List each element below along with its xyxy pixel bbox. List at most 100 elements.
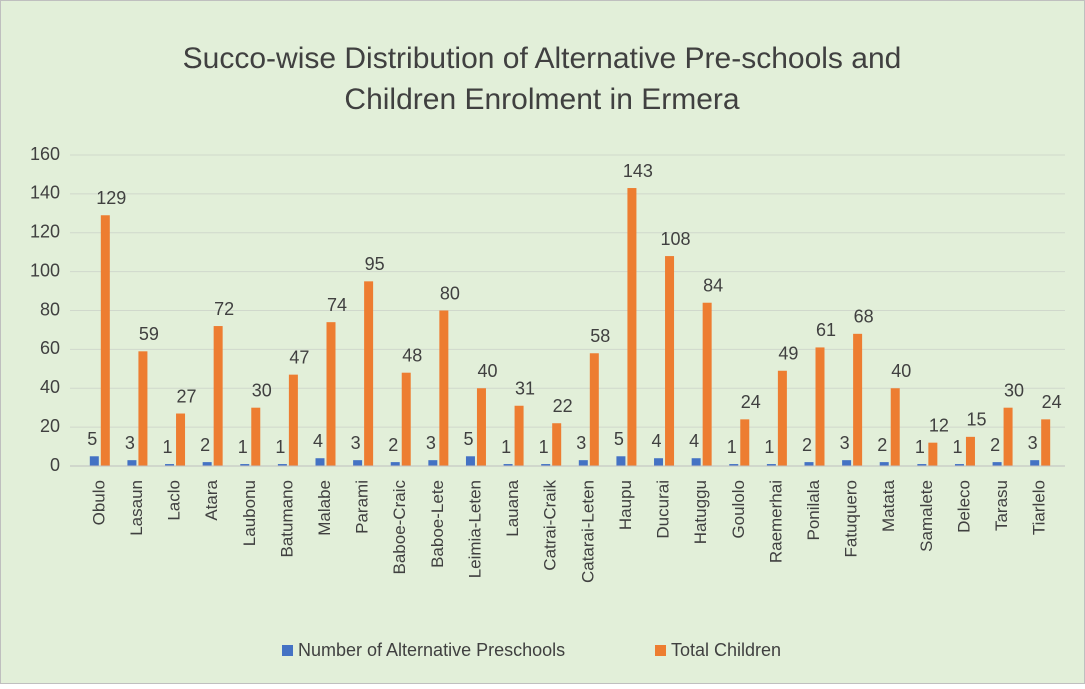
legend-label: Number of Alternative Preschools xyxy=(298,640,565,660)
bar xyxy=(552,423,562,466)
x-tick-label: Matata xyxy=(879,479,898,532)
bar xyxy=(401,372,411,466)
bar xyxy=(1003,407,1013,466)
x-tick-label: Haupu xyxy=(616,480,635,530)
data-label: 68 xyxy=(854,307,874,327)
data-label: 1 xyxy=(275,437,285,457)
data-label: 4 xyxy=(652,431,662,451)
data-label: 40 xyxy=(891,361,911,381)
y-tick-label: 20 xyxy=(40,416,60,436)
data-label: 1 xyxy=(764,437,774,457)
bar xyxy=(890,388,900,466)
x-tick-label: Atara xyxy=(202,479,221,520)
bar xyxy=(1030,460,1040,466)
data-label: 24 xyxy=(1042,392,1062,412)
x-tick-label: Catrai-Craik xyxy=(541,480,560,571)
x-tick-label: Lasaun xyxy=(127,480,146,536)
bar xyxy=(691,458,701,466)
data-label: 5 xyxy=(87,429,97,449)
data-label: 74 xyxy=(327,295,347,315)
data-label: 1 xyxy=(915,437,925,457)
x-tick-label: Goulolo xyxy=(729,480,748,539)
x-tick-label: Leimia-Leten xyxy=(465,480,484,578)
data-label: 49 xyxy=(778,344,798,364)
data-label: 95 xyxy=(365,254,385,274)
bar xyxy=(804,462,814,466)
bar xyxy=(928,442,938,466)
bar xyxy=(842,460,852,466)
data-label: 58 xyxy=(590,326,610,346)
bar xyxy=(202,462,212,466)
data-label: 2 xyxy=(990,435,1000,455)
data-label: 143 xyxy=(623,161,653,181)
data-label: 22 xyxy=(553,396,573,416)
data-label: 15 xyxy=(966,410,986,430)
data-label: 1 xyxy=(238,437,248,457)
data-label: 1 xyxy=(501,437,511,457)
data-label: 27 xyxy=(177,386,197,406)
bar xyxy=(853,333,863,466)
data-label: 12 xyxy=(929,415,949,435)
bar xyxy=(654,458,664,466)
x-tick-label: Raemerhai xyxy=(766,480,785,563)
x-tick-label: Laubonu xyxy=(240,480,259,546)
x-tick-label: Tarasu xyxy=(992,480,1011,531)
bar xyxy=(616,456,626,466)
data-label: 129 xyxy=(96,188,126,208)
bar xyxy=(364,281,374,466)
bar xyxy=(917,464,927,466)
x-tick-label: Malabe xyxy=(315,480,334,536)
bar xyxy=(589,353,599,466)
data-label: 3 xyxy=(351,433,361,453)
data-label: 5 xyxy=(463,429,473,449)
y-tick-label: 60 xyxy=(40,338,60,358)
bar xyxy=(353,460,363,466)
bar xyxy=(702,302,712,466)
bar xyxy=(428,460,438,466)
data-label: 30 xyxy=(252,380,272,400)
data-label: 2 xyxy=(388,435,398,455)
bar xyxy=(740,419,750,466)
data-label: 48 xyxy=(402,345,422,365)
bar xyxy=(954,464,964,466)
data-label: 4 xyxy=(689,431,699,451)
bar xyxy=(627,188,637,466)
bar xyxy=(729,464,739,466)
x-tick-label: Catarai-Leten xyxy=(578,480,597,583)
y-tick-label: 120 xyxy=(30,222,60,242)
data-label: 40 xyxy=(477,361,497,381)
bar xyxy=(439,310,449,466)
y-tick-label: 140 xyxy=(30,183,60,203)
x-tick-label: Hatuggu xyxy=(691,480,710,544)
bar xyxy=(665,256,675,466)
x-tick-label: Ducurai xyxy=(654,480,673,539)
bar xyxy=(315,458,325,466)
data-label: 3 xyxy=(576,433,586,453)
y-tick-label: 80 xyxy=(40,299,60,319)
bar xyxy=(288,374,298,466)
data-label: 1 xyxy=(539,437,549,457)
data-label: 80 xyxy=(440,283,460,303)
x-tick-label: Batumano xyxy=(277,480,296,558)
legend-swatch xyxy=(655,645,666,656)
data-label: 4 xyxy=(313,431,323,451)
data-label: 1 xyxy=(163,437,173,457)
data-label: 47 xyxy=(289,347,309,367)
bar xyxy=(165,464,175,466)
legend-label: Total Children xyxy=(671,640,781,660)
data-label: 3 xyxy=(426,433,436,453)
chart-title: Succo-wise Distribution of Alternative P… xyxy=(183,42,902,75)
bar xyxy=(138,351,148,466)
x-tick-label: Baboe-Lete xyxy=(428,480,447,568)
bar xyxy=(766,464,776,466)
data-label: 31 xyxy=(515,378,535,398)
bar xyxy=(578,460,588,466)
bar xyxy=(89,456,99,466)
bar xyxy=(777,370,787,466)
bar xyxy=(277,464,287,466)
bar xyxy=(176,413,186,466)
data-label: 1 xyxy=(727,437,737,457)
bar xyxy=(127,460,137,466)
data-label: 59 xyxy=(139,324,159,344)
